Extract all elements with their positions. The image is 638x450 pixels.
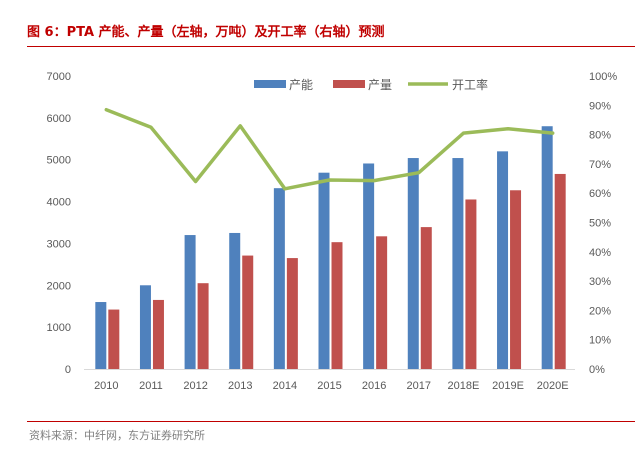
output-bar [286, 258, 298, 369]
x-tick-label: 2013 [228, 380, 252, 392]
y-left-tick-label: 6000 [47, 113, 71, 125]
y-right-tick-label: 30% [589, 276, 611, 288]
output-bar [376, 236, 388, 369]
capacity-bar [184, 235, 196, 369]
capacity-bar [229, 232, 241, 369]
legend-label: 产能 [289, 78, 313, 92]
y-right-tick-label: 70% [589, 159, 611, 171]
output-bar [465, 199, 477, 369]
y-left-tick-label: 5000 [47, 155, 71, 167]
source-note: 资料来源：中纤网，东方证券研究所 [29, 429, 205, 442]
footer-rule [27, 421, 635, 422]
y-left-tick-label: 2000 [47, 280, 71, 292]
title-rule [27, 46, 635, 47]
capacity-bar [407, 158, 419, 369]
y-right-tick-label: 60% [589, 188, 611, 200]
capacity-bar [318, 172, 330, 369]
bar-series [95, 126, 566, 369]
output-bar [152, 299, 164, 369]
x-tick-label: 2019E [492, 380, 524, 392]
output-bar [331, 242, 343, 369]
x-tick-label: 2014 [273, 380, 297, 392]
output-bar [510, 190, 522, 369]
y-right-tick-label: 40% [589, 247, 611, 259]
y-right-tick-label: 80% [589, 130, 611, 142]
legend-label: 产量 [368, 78, 392, 92]
capacity-bar [95, 302, 107, 369]
capacity-bar [497, 151, 509, 369]
output-bar [197, 283, 209, 369]
x-tick-label: 2012 [183, 380, 207, 392]
utilization-line [104, 107, 555, 191]
y-left-tick-label: 4000 [47, 197, 71, 209]
line-series [104, 107, 555, 191]
y-left-tick-label: 1000 [47, 322, 71, 334]
output-bar [108, 309, 120, 369]
x-tick-label: 2010 [94, 380, 118, 392]
y-right-tick-label: 100% [589, 71, 617, 83]
legend-label: 开工率 [452, 77, 488, 92]
y-left-tick-label: 0 [65, 364, 71, 376]
legend-swatch-output [333, 80, 365, 88]
output-bar [420, 227, 432, 369]
chart-title: 图 6：PTA 产能、产量（左轴，万吨）及开工率（右轴）预测 [27, 25, 385, 40]
capacity-bar [541, 126, 553, 369]
y-right-tick-label: 50% [589, 218, 611, 230]
axes: 0 1000 2000 3000 4000 5000 6000 7000 0% 10% 20% 30%… [47, 71, 618, 392]
x-tick-label: 2020E [537, 380, 569, 392]
y-left-tick-label: 7000 [47, 71, 71, 83]
capacity-bar [363, 163, 375, 369]
legend-swatch-capacity [254, 80, 286, 88]
legend: 产能 产量 开工率 [254, 77, 488, 92]
x-tick-label: 2017 [407, 380, 431, 392]
y-right-tick-label: 0% [589, 364, 605, 376]
y-right-tick-label: 90% [589, 100, 611, 112]
y-right-tick-label: 20% [589, 305, 611, 317]
capacity-bar [139, 285, 151, 369]
x-tick-label: 2011 [139, 380, 163, 392]
x-tick-label: 2018E [448, 380, 480, 392]
x-tick-label: 2015 [317, 380, 341, 392]
y-left-tick-label: 3000 [47, 238, 71, 250]
output-bar [554, 173, 566, 369]
y-right-tick-label: 10% [589, 335, 611, 347]
capacity-bar [452, 158, 464, 369]
x-tick-label: 2016 [362, 380, 386, 392]
output-bar [242, 255, 254, 369]
capacity-bar [273, 188, 285, 369]
